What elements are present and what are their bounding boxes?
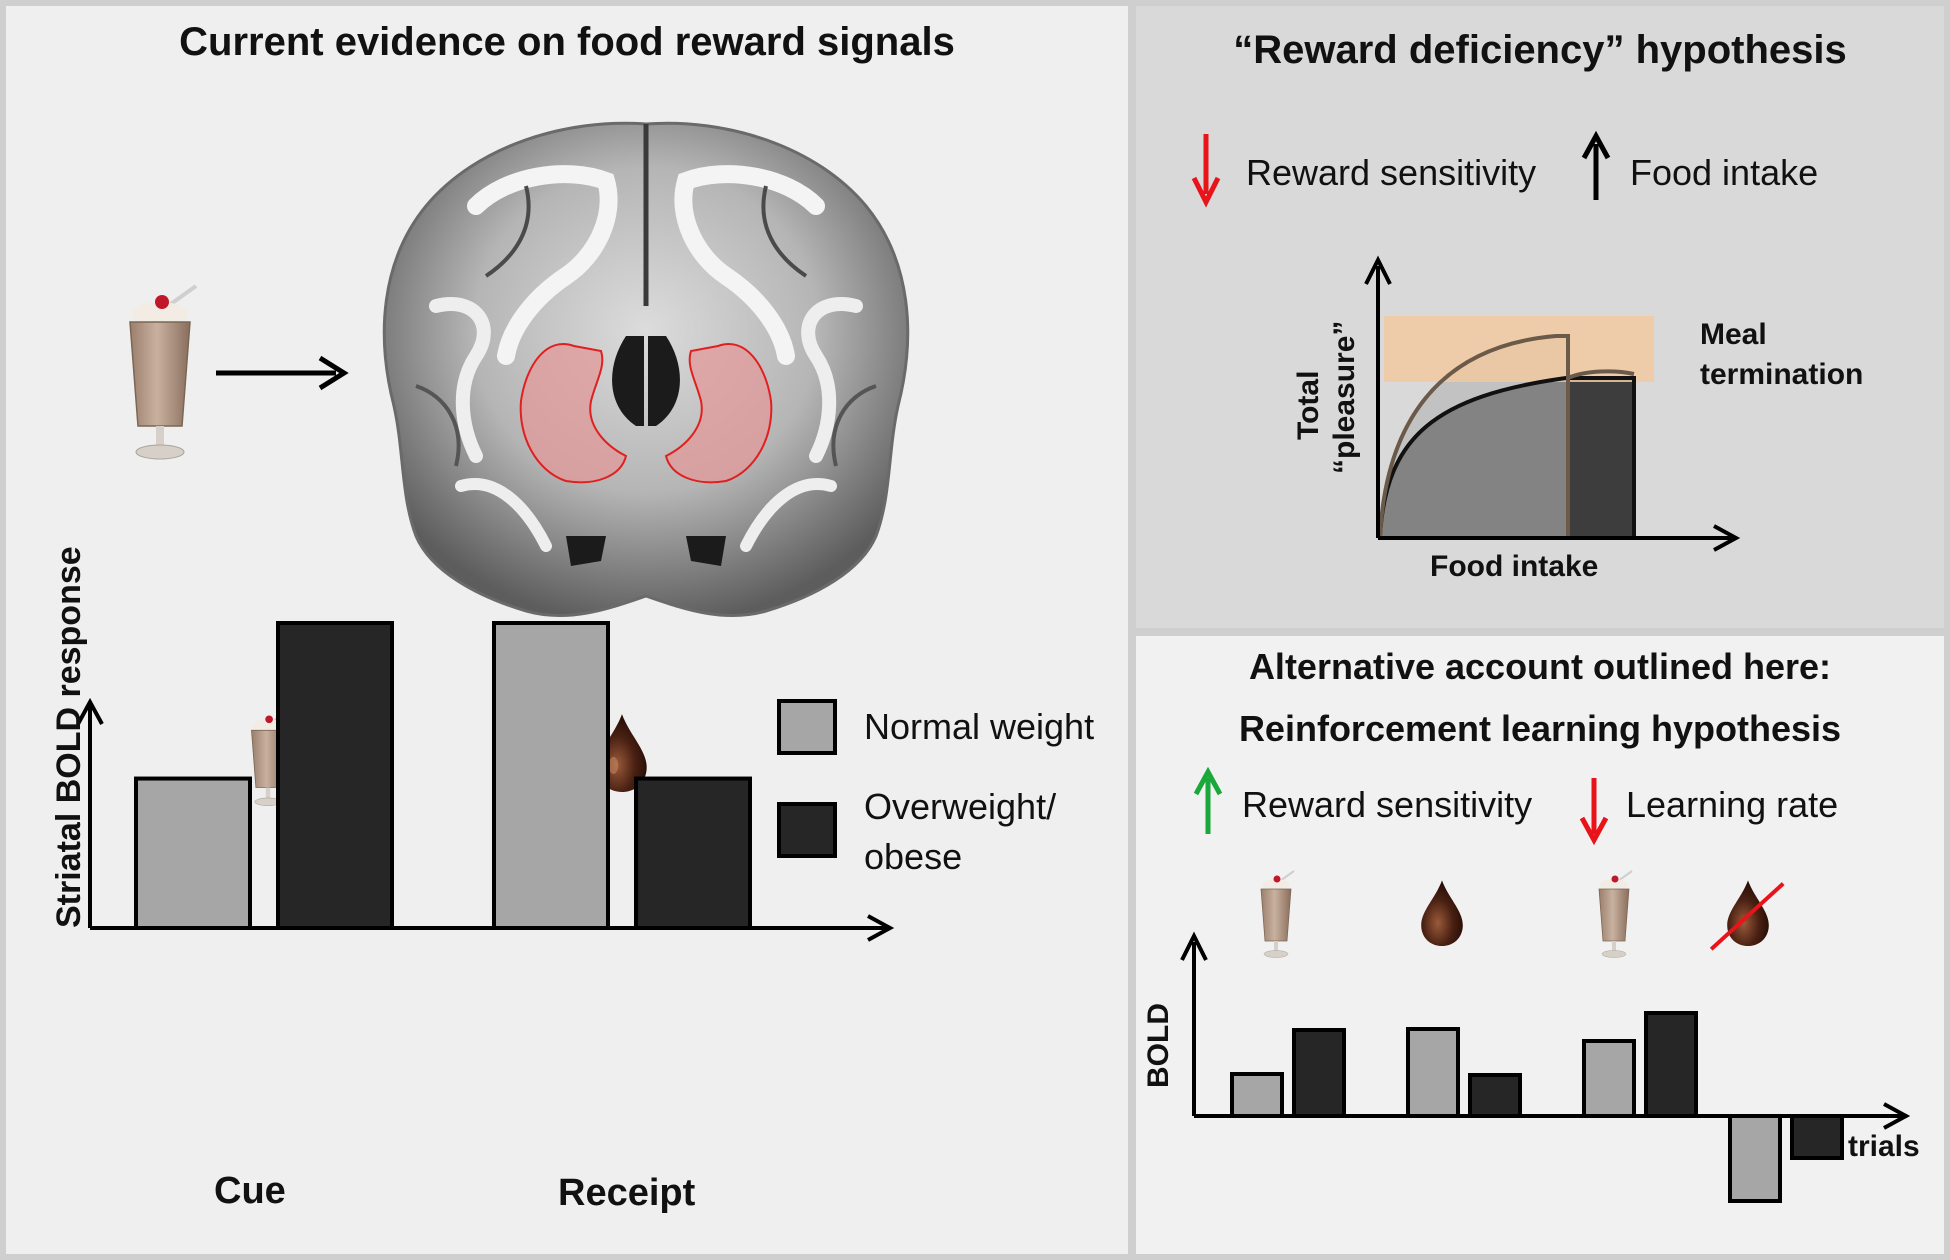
reward-sensitivity-label: Reward sensitivity	[1246, 152, 1537, 193]
trial2-drop-icon	[1421, 880, 1463, 946]
trial1-milkshake-icon	[1260, 870, 1295, 959]
striatum-left-roi	[519, 343, 628, 484]
left-bar-chart	[76, 697, 895, 942]
rl-learning-rate-label: Learning rate	[1626, 784, 1839, 825]
alt-account-title-1: Alternative account outlined here:	[1248, 646, 1832, 687]
pleasure-plot	[1364, 255, 1741, 552]
legend-normal-label: Normal weight	[864, 706, 1095, 747]
trials-axis-label: trials	[1848, 1130, 1920, 1163]
bold-axes	[1180, 931, 1911, 1130]
trial4-drop-crossed-icon	[1709, 880, 1785, 951]
left-y-axis-label: Striatal BOLD response	[50, 546, 88, 928]
up-arrow-icon	[1581, 130, 1611, 200]
left-title: Current evidence on food reward signals	[179, 20, 955, 64]
trial4-bar-normal	[1728, 1114, 1782, 1203]
food-intake-axis-label: Food intake	[1430, 550, 1599, 583]
receipt-drop-icon	[597, 714, 647, 792]
trial2-bar-normal	[1406, 1027, 1460, 1118]
meal-label-2: termination	[1700, 358, 1864, 391]
legend-overweight-label-1: Overweight/	[864, 786, 1057, 827]
striatum-right-roi	[664, 343, 773, 484]
trial2-bar-overweight	[1468, 1073, 1522, 1118]
total-pleasure-label-1: Total	[1292, 370, 1325, 440]
alt-account-title-2: Reinforcement learning hypothesis	[1238, 708, 1842, 749]
brain-coronal-slice	[382, 121, 910, 618]
legend-overweight-swatch	[777, 802, 837, 858]
green-up-arrow-icon	[1193, 766, 1223, 834]
down-arrow-icon	[1191, 134, 1221, 208]
meal-label-1: Meal	[1700, 318, 1767, 351]
rl-reward-sensitivity-label: Reward sensitivity	[1242, 784, 1533, 825]
trial3-bar-overweight	[1644, 1011, 1698, 1118]
total-pleasure-label-2: “pleasure”	[1328, 320, 1361, 474]
reinforcement-graphics	[1180, 766, 1911, 1203]
reward-deficiency-title: “Reward deficiency” hypothesis	[1233, 28, 1847, 72]
left-panel: Current evidence on food reward signals	[6, 6, 1128, 1254]
reward-deficiency-graphics	[1191, 130, 1741, 552]
trial3-bar-normal	[1582, 1039, 1636, 1118]
left-graphics	[76, 121, 910, 942]
trial-bars	[1230, 1011, 1844, 1203]
arrow-head	[318, 355, 349, 391]
reinforcement-learning-panel: Alternative account outlined here: Reinf…	[1136, 636, 1944, 1254]
legend-normal-swatch	[777, 699, 837, 755]
trial1-bar-normal	[1230, 1072, 1284, 1118]
food-intake-label: Food intake	[1630, 152, 1819, 193]
red-down-arrow-icon	[1579, 778, 1609, 846]
trial4-bar-overweight	[1790, 1114, 1844, 1160]
cue-milkshake-icon	[250, 709, 289, 807]
legend-overweight-label-2: obese	[864, 836, 963, 877]
receipt-label: Receipt	[558, 1172, 696, 1214]
trial3-milkshake-icon	[1598, 870, 1633, 959]
milkshake-icon	[128, 284, 198, 461]
cue-label: Cue	[214, 1170, 286, 1212]
trial1-bar-overweight	[1292, 1028, 1346, 1118]
bold-axis-label: BOLD	[1142, 1003, 1175, 1088]
reward-deficiency-panel: “Reward deficiency” hypothesis	[1136, 6, 1944, 628]
